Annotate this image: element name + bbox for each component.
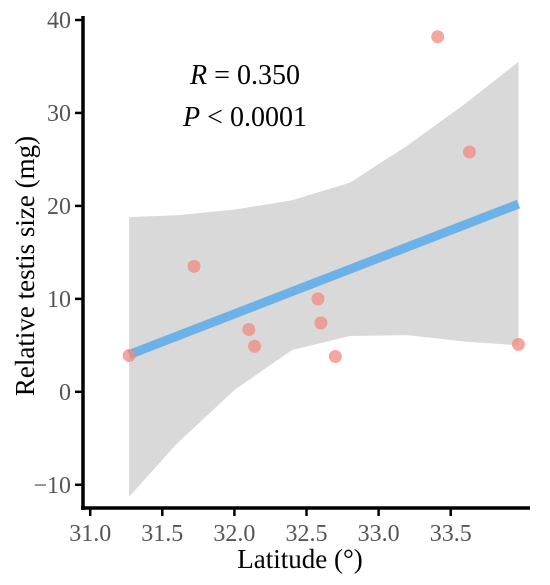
- regression-line: [127, 199, 521, 359]
- x-tick-label: 33.5: [430, 521, 472, 547]
- y-tick-label: 40: [47, 8, 71, 34]
- x-axis-title: Latitude (°): [237, 544, 363, 574]
- x-tick-label: 31.0: [69, 521, 111, 547]
- x-tick-label: 31.5: [141, 521, 183, 547]
- y-tick-label: 30: [47, 101, 71, 127]
- p-value-annotation: P < 0.0001: [182, 102, 307, 133]
- data-point: [311, 292, 325, 306]
- y-axis-title: Relative testis size (mg): [10, 136, 40, 396]
- data-points-layer: [122, 30, 525, 363]
- y-tick-label: 10: [47, 287, 71, 313]
- data-point: [328, 349, 342, 363]
- data-point: [248, 339, 262, 353]
- axes-layer: −10 0 10 20 30 40 31.0 31.5 32.0 32.5 33.0 33.5: [33, 8, 530, 547]
- fit-line-layer: [127, 199, 521, 359]
- x-tick-label: 33.0: [358, 521, 400, 547]
- x-tick-label: 32.5: [286, 521, 328, 547]
- y-tick-label: 20: [47, 194, 71, 220]
- data-point: [511, 337, 525, 351]
- data-point: [314, 316, 328, 330]
- data-point: [242, 323, 256, 337]
- data-point: [187, 259, 201, 273]
- y-tick-label: 0: [59, 380, 71, 406]
- correlation-annotation: R = 0.350: [189, 60, 300, 91]
- data-point: [122, 349, 136, 363]
- y-tick-label: −10: [33, 473, 71, 499]
- annotation-layer: R = 0.350 P < 0.0001: [182, 60, 307, 133]
- data-point: [431, 30, 445, 44]
- x-tick-label: 32.0: [213, 521, 255, 547]
- data-point: [462, 145, 476, 159]
